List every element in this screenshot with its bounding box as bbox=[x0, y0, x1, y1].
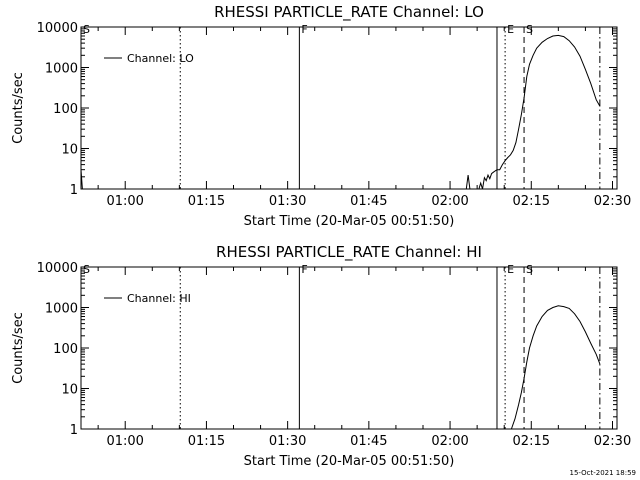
series-line-lo bbox=[80, 169, 84, 190]
event-marker-label: S bbox=[526, 23, 533, 36]
x-tick-label: 01:00 bbox=[106, 194, 143, 209]
x-tick-label: 02:30 bbox=[594, 194, 631, 209]
x-tick-label: 01:30 bbox=[269, 194, 306, 209]
event-marker-label: S bbox=[83, 263, 90, 276]
footer-timestamp: 15-Oct-2021 18:59 bbox=[570, 469, 636, 477]
x-tick-label: 01:00 bbox=[106, 434, 143, 449]
x-tick-label: 02:15 bbox=[513, 194, 550, 209]
x-tick-label: 02:00 bbox=[431, 194, 468, 209]
event-marker-label: S bbox=[83, 23, 90, 36]
x-tick-label: 01:15 bbox=[188, 434, 225, 449]
y-tick-label: 10000 bbox=[37, 261, 78, 276]
x-axis-label-hi: Start Time (20-Mar-05 00:51:50) bbox=[244, 454, 455, 469]
event-marker-label: F bbox=[301, 23, 307, 36]
x-tick-label: 02:15 bbox=[513, 434, 550, 449]
x-tick-label: 01:15 bbox=[188, 194, 225, 209]
event-marker-label: E bbox=[507, 263, 514, 276]
legend-label: Channel: HI bbox=[127, 292, 191, 305]
y-tick-label: 100 bbox=[53, 102, 78, 117]
x-tick-label: 01:45 bbox=[350, 434, 387, 449]
chart-title-lo: RHESSI PARTICLE_RATE Channel: LO bbox=[214, 3, 484, 22]
x-tick-label: 01:30 bbox=[269, 434, 306, 449]
y-tick-label: 10 bbox=[61, 383, 78, 398]
chart-panel-lo: RHESSI PARTICLE_RATE Channel: LO Start T… bbox=[11, 3, 631, 229]
plot-body-hi: 1 10 100 1000 10000 01:00 01:15 01:30 01:45 02:00… bbox=[37, 261, 632, 449]
series-line-lo bbox=[465, 175, 472, 190]
y-tick-label: 1 bbox=[70, 423, 78, 438]
x-axis-label-lo: Start Time (20-Mar-05 00:51:50) bbox=[244, 214, 455, 229]
chart-title-hi: RHESSI PARTICLE_RATE Channel: HI bbox=[216, 243, 482, 262]
event-marker-label: E bbox=[507, 23, 514, 36]
y-tick-label: 1000 bbox=[45, 62, 78, 77]
plot-body-lo: 1 10 100 1000 10000 01:00 01:15 01:30 01:45 02:00… bbox=[37, 21, 632, 209]
legend-label: Channel: LO bbox=[127, 52, 194, 65]
y-tick-label: 1 bbox=[70, 183, 78, 198]
x-tick-label: 02:00 bbox=[431, 434, 468, 449]
event-marker-label: S bbox=[526, 263, 533, 276]
y-axis-label-lo: Counts/sec bbox=[11, 72, 26, 144]
y-tick-label: 10000 bbox=[37, 21, 78, 36]
y-tick-label: 1000 bbox=[45, 302, 78, 317]
chart-panel-hi: RHESSI PARTICLE_RATE Channel: HI Start T… bbox=[11, 243, 631, 469]
y-axis-label-hi: Counts/sec bbox=[11, 312, 26, 384]
series-line-lo bbox=[478, 34, 601, 190]
y-tick-label: 10 bbox=[61, 143, 78, 158]
x-tick-label: 02:30 bbox=[594, 434, 631, 449]
x-tick-label: 01:45 bbox=[350, 194, 387, 209]
series-line-hi bbox=[510, 305, 601, 430]
y-tick-label: 100 bbox=[53, 342, 78, 357]
event-marker-label: F bbox=[301, 263, 307, 276]
